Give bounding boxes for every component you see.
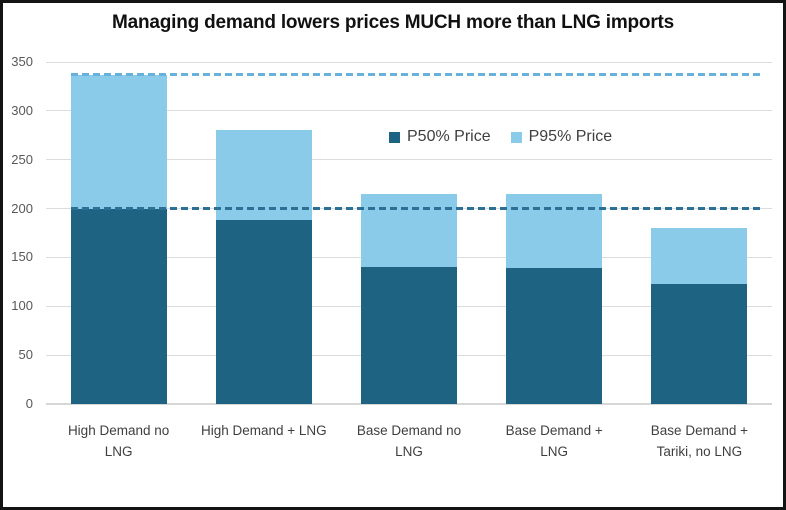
gridline-300 — [46, 110, 772, 112]
y-tick-label-0: 0 — [25, 396, 33, 411]
bar-p50-1 — [215, 220, 312, 404]
category-label-line: High Demand + LNG — [200, 423, 327, 438]
y-tick-label-150: 150 — [11, 249, 33, 265]
category-label-line: Base Demand + — [505, 423, 603, 438]
bar-p50-2 — [361, 267, 457, 404]
legend: P50% Price P95% Price — [389, 128, 612, 146]
y-tick-label-350: 350 — [11, 54, 33, 69]
category-label-0: High Demand no LNG — [44, 420, 194, 462]
category-label-line: High Demand no — [67, 423, 170, 438]
y-tick-label-50: 50 — [18, 347, 33, 363]
bar-p95-4 — [651, 228, 748, 284]
y-tick-label-200: 200 — [11, 200, 33, 216]
reference-line-337 — [70, 73, 760, 77]
legend-swatch-p50-icon — [389, 131, 400, 143]
category-label-line: LNG — [104, 444, 133, 459]
chart-title: Managing demand lowers prices MUCH more … — [111, 12, 675, 33]
y-tick-label-250: 250 — [11, 151, 33, 167]
legend-swatch-p95-icon — [510, 131, 522, 143]
category-label-1: High Demand + LNG — [189, 420, 339, 441]
category-label-line: Base Demand + — [650, 423, 748, 438]
bar-p95-2 — [361, 193, 457, 268]
bar-p50-4 — [651, 283, 748, 404]
bar-p50-0 — [70, 208, 167, 404]
plot-area — [46, 61, 772, 405]
category-label-line: Base Demand no — [356, 423, 462, 438]
gridline-350 — [46, 61, 772, 63]
bar-p95-1 — [215, 130, 312, 221]
category-label-line: Tariki, no LNG — [656, 444, 743, 459]
bar-p95-0 — [70, 74, 167, 209]
y-tick-label-100: 100 — [11, 298, 33, 314]
category-label-2: Base Demand no LNG — [334, 420, 484, 462]
category-label-line: LNG — [395, 444, 423, 459]
category-label-4: Base Demand + Tariki, no LNG — [624, 420, 774, 462]
legend-label: P95% Price — [528, 128, 613, 145]
gridline-250 — [46, 159, 772, 161]
gridline-0 — [46, 403, 772, 405]
bar-p50-3 — [506, 268, 603, 404]
category-label-3: Base Demand + LNG — [479, 420, 629, 462]
legend-item-p50: P50% Price — [389, 128, 491, 146]
bar-p95-3 — [506, 193, 603, 269]
legend-item-p95: P95% Price — [510, 128, 613, 146]
category-label-line: LNG — [540, 444, 569, 459]
y-tick-label-300: 300 — [11, 102, 33, 118]
legend-label: P50% Price — [407, 128, 491, 145]
reference-line-200 — [70, 207, 760, 211]
